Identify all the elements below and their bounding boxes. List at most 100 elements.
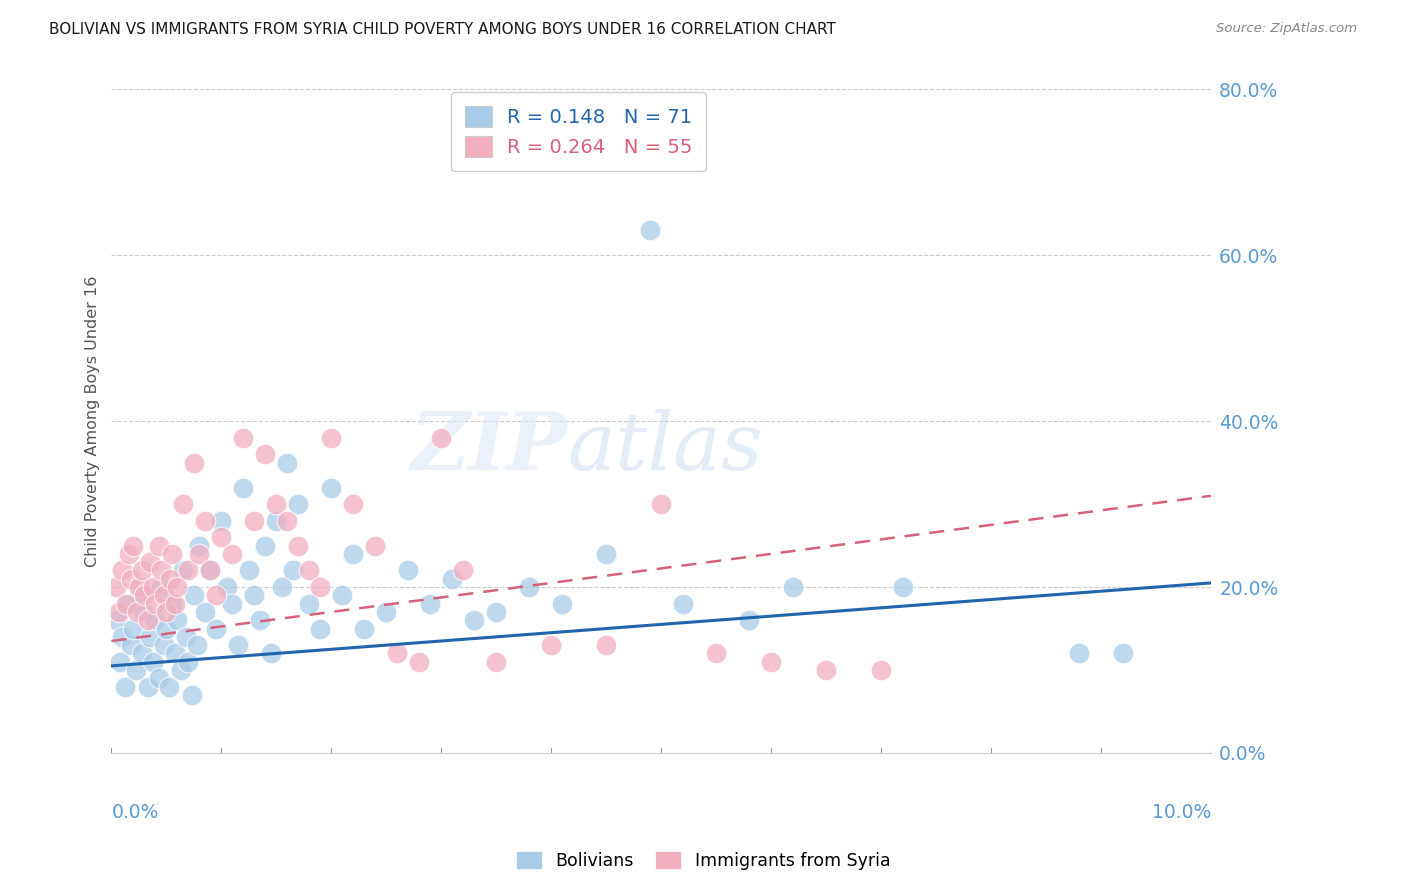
Point bbox=[287, 497, 309, 511]
Point bbox=[139, 555, 162, 569]
Point bbox=[551, 597, 574, 611]
Point bbox=[172, 564, 194, 578]
Point bbox=[321, 431, 343, 445]
Point bbox=[108, 655, 131, 669]
Point bbox=[342, 497, 364, 511]
Point bbox=[165, 597, 187, 611]
Point bbox=[638, 223, 661, 237]
Point bbox=[298, 597, 321, 611]
Text: atlas: atlas bbox=[568, 409, 763, 486]
Point bbox=[134, 588, 156, 602]
Point bbox=[205, 622, 228, 636]
Point bbox=[205, 588, 228, 602]
Point bbox=[155, 622, 177, 636]
Point bbox=[160, 547, 183, 561]
Point bbox=[159, 572, 181, 586]
Point bbox=[155, 605, 177, 619]
Point bbox=[118, 547, 141, 561]
Point bbox=[870, 663, 893, 677]
Point bbox=[517, 580, 540, 594]
Point bbox=[180, 688, 202, 702]
Point bbox=[170, 663, 193, 677]
Point bbox=[200, 564, 222, 578]
Point bbox=[321, 481, 343, 495]
Point bbox=[249, 613, 271, 627]
Y-axis label: Child Poverty Among Boys Under 16: Child Poverty Among Boys Under 16 bbox=[86, 276, 100, 567]
Point bbox=[243, 588, 266, 602]
Point bbox=[540, 638, 562, 652]
Point bbox=[387, 647, 409, 661]
Legend: R = 0.148   N = 71, R = 0.264   N = 55: R = 0.148 N = 71, R = 0.264 N = 55 bbox=[451, 93, 706, 171]
Point bbox=[122, 539, 145, 553]
Point bbox=[148, 671, 170, 685]
Point bbox=[238, 564, 260, 578]
Point bbox=[128, 588, 150, 602]
Point bbox=[136, 613, 159, 627]
Point bbox=[120, 638, 142, 652]
Point bbox=[266, 514, 288, 528]
Point bbox=[287, 539, 309, 553]
Point bbox=[172, 497, 194, 511]
Point bbox=[215, 580, 238, 594]
Point bbox=[131, 647, 153, 661]
Point bbox=[177, 564, 200, 578]
Point bbox=[142, 580, 165, 594]
Point bbox=[174, 630, 197, 644]
Point bbox=[153, 588, 176, 602]
Text: ZIP: ZIP bbox=[411, 409, 568, 486]
Point bbox=[221, 547, 243, 561]
Point bbox=[209, 530, 232, 544]
Point bbox=[595, 638, 617, 652]
Point bbox=[309, 580, 332, 594]
Point bbox=[254, 447, 277, 461]
Point bbox=[309, 622, 332, 636]
Text: 0.0%: 0.0% bbox=[111, 803, 159, 822]
Point bbox=[183, 456, 205, 470]
Legend: Bolivians, Immigrants from Syria: Bolivians, Immigrants from Syria bbox=[508, 843, 898, 879]
Point bbox=[120, 572, 142, 586]
Text: 10.0%: 10.0% bbox=[1152, 803, 1211, 822]
Point bbox=[430, 431, 453, 445]
Point bbox=[125, 605, 148, 619]
Point bbox=[342, 547, 364, 561]
Point bbox=[114, 680, 136, 694]
Point bbox=[221, 597, 243, 611]
Point bbox=[375, 605, 398, 619]
Point bbox=[419, 597, 441, 611]
Point bbox=[276, 514, 298, 528]
Point bbox=[298, 564, 321, 578]
Point bbox=[330, 588, 353, 602]
Point bbox=[485, 605, 508, 619]
Point bbox=[149, 580, 172, 594]
Point bbox=[142, 655, 165, 669]
Point bbox=[650, 497, 672, 511]
Point bbox=[1112, 647, 1135, 661]
Point bbox=[108, 605, 131, 619]
Point bbox=[188, 547, 211, 561]
Point bbox=[194, 605, 217, 619]
Point bbox=[463, 613, 485, 627]
Point bbox=[200, 564, 222, 578]
Point bbox=[104, 580, 127, 594]
Point bbox=[270, 580, 292, 594]
Text: BOLIVIAN VS IMMIGRANTS FROM SYRIA CHILD POVERTY AMONG BOYS UNDER 16 CORRELATION : BOLIVIAN VS IMMIGRANTS FROM SYRIA CHILD … bbox=[49, 22, 837, 37]
Point bbox=[114, 597, 136, 611]
Point bbox=[209, 514, 232, 528]
Point bbox=[260, 647, 283, 661]
Point bbox=[408, 655, 430, 669]
Point bbox=[183, 588, 205, 602]
Point bbox=[232, 431, 254, 445]
Point bbox=[111, 564, 134, 578]
Point bbox=[782, 580, 804, 594]
Point bbox=[396, 564, 419, 578]
Point bbox=[165, 647, 187, 661]
Point bbox=[243, 514, 266, 528]
Point bbox=[364, 539, 387, 553]
Point bbox=[188, 539, 211, 553]
Point bbox=[124, 663, 146, 677]
Point bbox=[266, 497, 288, 511]
Point bbox=[153, 638, 176, 652]
Point bbox=[166, 613, 188, 627]
Point bbox=[451, 564, 474, 578]
Point bbox=[128, 580, 150, 594]
